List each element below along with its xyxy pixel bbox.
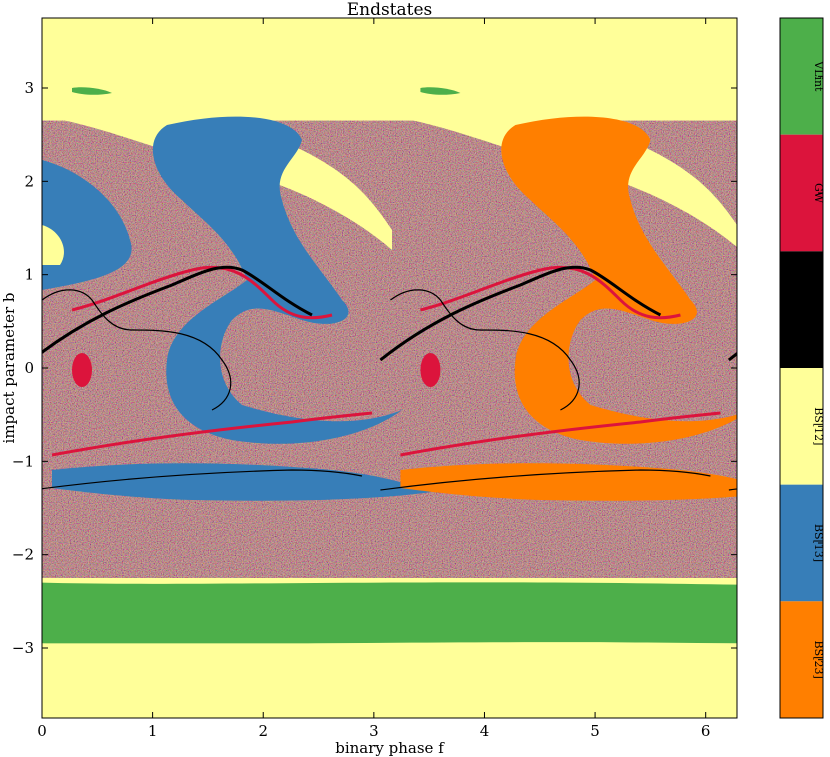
- chart-title: Endstates: [347, 0, 433, 20]
- axes: 0 1 2 3 4 5 6 3 2 1 0 −1 −2 −3 binary phase f impact pa…: [0, 18, 737, 757]
- left-edge-bs12: [42, 225, 64, 265]
- y-tick-label: 2: [24, 172, 34, 190]
- main-lobe-blue: [152, 116, 402, 444]
- y-tick-label: 1: [24, 266, 34, 284]
- y-tick-label: 3: [24, 79, 34, 97]
- coll-thin-curve-orange: [390, 289, 580, 411]
- y-tick-label: 0: [24, 359, 34, 377]
- gw-curve-blue: [51, 411, 373, 457]
- main-lobe-orange: [501, 116, 737, 444]
- x-tick-label: 6: [701, 722, 711, 740]
- x-tick-label: 5: [590, 722, 600, 740]
- lobe-group-blue: [42, 87, 432, 501]
- lobe-group-orange: [379, 87, 737, 501]
- vlint-edge-orange: [420, 87, 461, 95]
- coll-lower-curve-orange: [380, 469, 711, 491]
- bottom-bs12-band: [42, 643, 737, 718]
- colorbar-segment: [780, 601, 823, 718]
- x-tick-label: 4: [480, 722, 490, 740]
- colorbar-segment: [780, 134, 823, 252]
- x-axis-label: binary phase f: [335, 739, 445, 757]
- coll-curve-orange: [379, 265, 662, 362]
- left-edge-lobe: [42, 160, 132, 290]
- coll-thin-curve-blue: [42, 289, 232, 411]
- coll-lower-curve-blue: [42, 469, 363, 490]
- top-bs12-band: [42, 18, 737, 84]
- heatmap-area: [42, 18, 737, 718]
- x-tick-label: 1: [148, 722, 158, 740]
- x-tick-label: 0: [37, 722, 47, 740]
- y-tick-label: −2: [12, 546, 34, 564]
- vlint-band: [42, 582, 737, 645]
- colorbar-segment: [780, 368, 823, 485]
- x-tick-label: 3: [369, 722, 379, 740]
- colorbar-segment: [780, 484, 823, 602]
- coll-curve-blue: [42, 265, 313, 355]
- gw-curve-orange: [400, 411, 721, 457]
- colorbar-frame: [779, 17, 824, 719]
- colorbar-segment: [780, 251, 823, 368]
- gw-blob-orange: [420, 353, 441, 387]
- gw-arc-blue: [71, 265, 333, 320]
- y-axis-label: impact parameter b: [0, 293, 18, 444]
- gw-arc-orange: [420, 265, 681, 320]
- gw-blob-blue: [72, 353, 92, 387]
- chaotic-zone-noise: [42, 120, 737, 579]
- x-tick-label: 2: [258, 722, 268, 740]
- lower-strip-orange: [400, 463, 737, 501]
- colorbar-segment: [780, 18, 823, 135]
- y-tick-label: −3: [12, 639, 34, 657]
- bs12-tongue-blue: [62, 97, 392, 250]
- bs12-tongue-orange: [410, 97, 737, 248]
- y-tick-label: −1: [12, 452, 34, 470]
- vlint-edge-blue: [72, 87, 112, 95]
